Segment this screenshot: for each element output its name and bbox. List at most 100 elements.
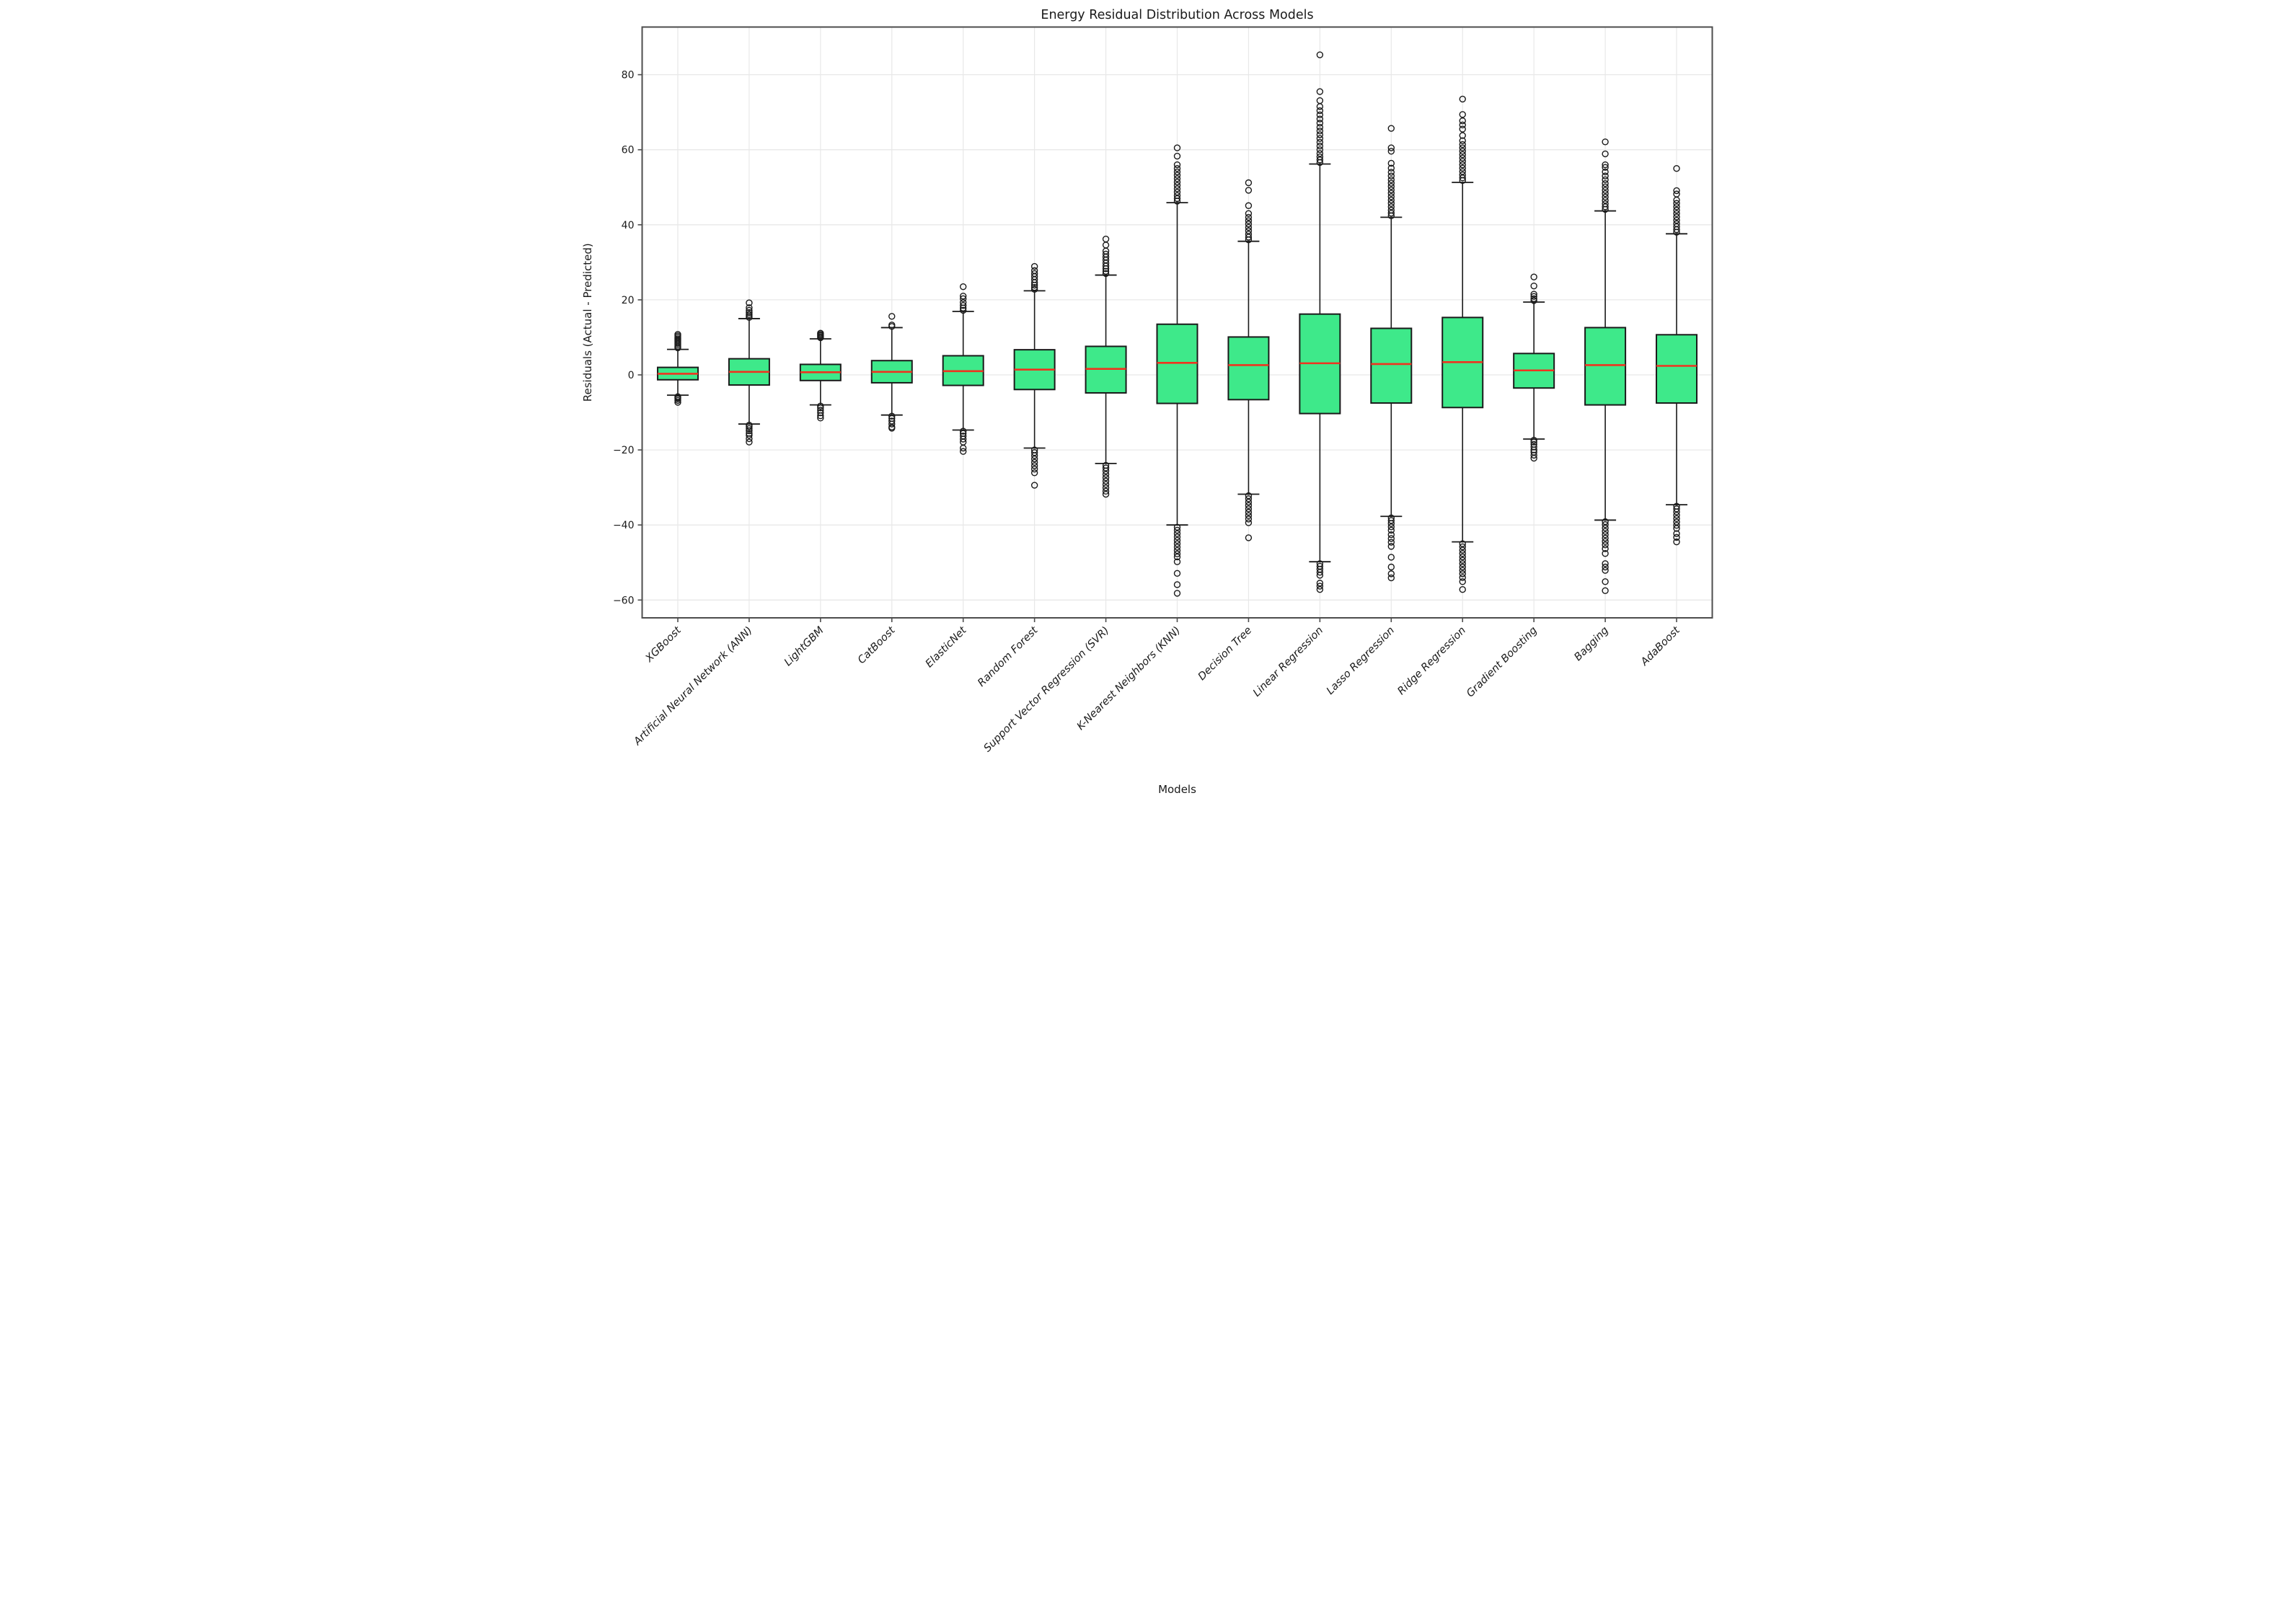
boxplot-ridge-regression [1441,95,1484,593]
outlier-point [1602,187,1609,194]
outlier-point [1030,459,1038,466]
outlier-point [1173,570,1181,577]
outlier-point [1102,481,1110,488]
outlier-point [1173,533,1181,541]
outlier-point [746,432,753,439]
outlier-point [1530,282,1537,290]
outlier-point [1316,146,1324,154]
outlier-point [1387,164,1395,172]
y-tick-label: 80 [622,70,635,81]
outlier-point [1387,531,1395,539]
outlier-point [1387,200,1395,207]
outlier-point [817,404,824,412]
outlier-point [960,292,967,300]
outlier-point [1673,187,1680,195]
boxplot-gradient-boosting [1513,273,1555,462]
outlier-point [1530,273,1537,280]
outlier-point [1459,570,1466,577]
outlier-point [1387,209,1395,217]
outlier-point [1673,190,1680,198]
outlier-point [1102,267,1110,275]
x-tick-label: Support Vector Regression (SVR) [981,625,1111,755]
outlier-point [746,304,753,311]
outlier-point [1673,203,1680,211]
outlier-point [1030,465,1038,473]
outlier-point [1387,186,1395,194]
outlier-point [1530,443,1537,451]
y-tick-labels: 80 60 40 20 0 −20 −40 −60 [613,70,635,607]
outlier-point [1459,553,1466,561]
outlier-point [1602,168,1609,176]
outlier-point [1602,183,1609,190]
outlier-point [1602,550,1609,557]
outlier-point [1173,192,1181,199]
outlier-point [1387,570,1395,577]
outlier-point [1173,536,1181,544]
outlier-point [1673,200,1680,207]
outlier-point [1387,554,1395,561]
boxplot-support-vector-regression-svr- [1085,235,1127,498]
outlier-point [1245,227,1253,234]
outlier-point [1387,125,1395,132]
outlier-point [1459,563,1466,571]
outlier-point [1459,543,1466,551]
outlier-point [1387,180,1395,187]
outlier-point [960,295,967,303]
outlier-point [1459,567,1466,574]
outlier-point [1673,165,1680,172]
outlier-point [1245,515,1253,523]
boxplot-adaboost [1656,165,1698,546]
outlier-point [1316,111,1324,118]
y-tick-label: 40 [622,220,635,231]
outlier-point [1602,541,1609,549]
outlier-point [1173,144,1181,151]
outlier-point [1602,578,1609,585]
outlier-point [1673,213,1680,221]
outlier-point [1459,586,1466,593]
outlier-point [1316,97,1324,105]
outlier-point [1316,586,1324,593]
y-tick-label: −40 [613,520,635,531]
outlier-point [1602,161,1609,169]
outlier-point [1316,153,1324,161]
boxplot-artificial-neural-network-ann- [728,299,770,446]
outlier-point [1673,223,1680,231]
outlier-point [1245,519,1253,526]
outlier-point [1459,171,1466,179]
outlier-point [1459,540,1466,547]
outlier-point [1459,174,1466,182]
outlier-point [1102,477,1110,485]
outlier-point [1602,538,1609,545]
outlier-point [888,420,896,428]
outlier-point [1673,511,1680,519]
boxplot-decision-tree [1227,179,1270,541]
x-tick-label: Random Forest [976,624,1041,689]
outlier-point [1316,115,1324,123]
outlier-point [1387,176,1395,184]
outlier-point [1673,525,1680,532]
outlier-point [746,299,753,306]
outlier-point [960,435,967,443]
outlier-point [1173,175,1181,182]
iqr-box [1656,334,1698,404]
outlier-point [1673,518,1680,526]
x-tick-label: LightGBM [782,624,826,668]
y-axis-label: Residuals (Actual - Predicted) [581,243,594,402]
outlier-point [1102,464,1110,471]
outlier-point [1316,120,1324,127]
outlier-point [1673,538,1680,546]
iqr-box [1370,327,1413,404]
outlier-point [1387,196,1395,204]
outlier-point [1530,295,1537,303]
outlier-point [1459,141,1466,149]
outlier-point [1173,178,1181,186]
x-tick-label: Lasso Regression [1325,625,1397,697]
outlier-point [1673,533,1680,541]
outlier-point [1102,487,1110,495]
outlier-point [1173,161,1181,169]
x-tick-label: Decision Tree [1196,624,1255,683]
boxplot-k-nearest-neighbors-knn- [1156,144,1198,597]
outlier-point [746,306,753,314]
